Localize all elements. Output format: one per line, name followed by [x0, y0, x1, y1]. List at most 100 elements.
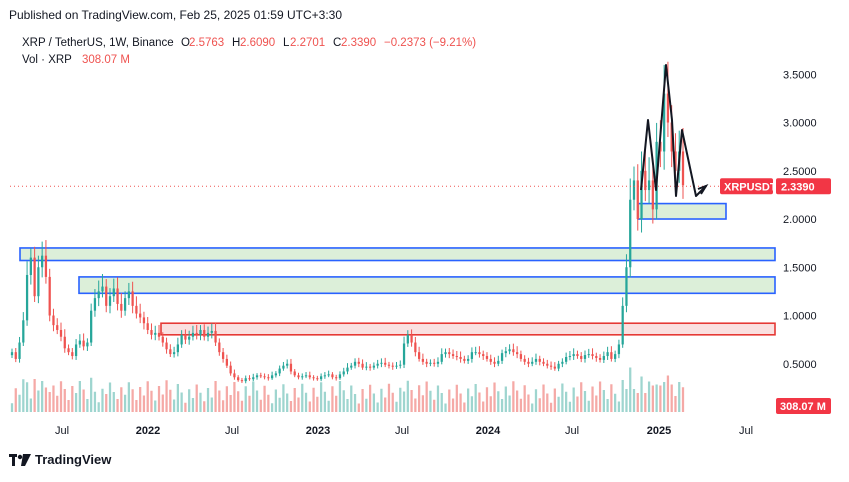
- candle-body[interactable]: [606, 352, 609, 357]
- candle-body[interactable]: [282, 365, 285, 369]
- candle-body[interactable]: [440, 354, 443, 362]
- candle-body[interactable]: [123, 298, 127, 311]
- candle-body[interactable]: [199, 329, 202, 335]
- candle-body[interactable]: [636, 180, 639, 220]
- candle-body[interactable]: [489, 358, 492, 362]
- candle-body[interactable]: [534, 358, 538, 362]
- candle-body[interactable]: [674, 151, 677, 171]
- candle-body[interactable]: [206, 332, 210, 337]
- candle-body[interactable]: [399, 364, 402, 366]
- candle-body[interactable]: [402, 343, 406, 365]
- candle-body[interactable]: [625, 267, 628, 306]
- candle-body[interactable]: [433, 362, 436, 364]
- candle-body[interactable]: [455, 356, 458, 358]
- candle-body[interactable]: [78, 340, 81, 345]
- candle-body[interactable]: [195, 332, 198, 335]
- candle-body[interactable]: [244, 378, 247, 382]
- candle-body[interactable]: [368, 366, 372, 368]
- candle-body[interactable]: [376, 363, 379, 366]
- candle-body[interactable]: [270, 375, 274, 379]
- candle-body[interactable]: [538, 358, 541, 362]
- candle-body[interactable]: [263, 376, 266, 378]
- candle-body[interactable]: [663, 93, 666, 152]
- candle-body[interactable]: [565, 356, 568, 362]
- candle-body[interactable]: [549, 365, 553, 367]
- candle-body[interactable]: [497, 360, 500, 364]
- candle-body[interactable]: [448, 352, 451, 355]
- candle-body[interactable]: [327, 374, 330, 376]
- candle-body[interactable]: [316, 378, 319, 380]
- candle-body[interactable]: [583, 355, 587, 359]
- candle-body[interactable]: [580, 356, 583, 359]
- candle-body[interactable]: [308, 375, 311, 378]
- candle-body[interactable]: [516, 352, 519, 355]
- candle-body[interactable]: [165, 342, 168, 350]
- candle-body[interactable]: [131, 291, 134, 306]
- candle-body[interactable]: [146, 323, 149, 330]
- candle-body[interactable]: [71, 352, 74, 357]
- candle-body[interactable]: [350, 365, 353, 368]
- candle-body[interactable]: [485, 356, 489, 359]
- candle-body[interactable]: [154, 332, 157, 335]
- candle-body[interactable]: [459, 356, 462, 359]
- candle-body[interactable]: [56, 325, 59, 330]
- candle-body[interactable]: [105, 286, 108, 306]
- candle-body[interactable]: [86, 342, 89, 347]
- candle-body[interactable]: [602, 356, 605, 360]
- candle-body[interactable]: [451, 354, 455, 357]
- candle-body[interactable]: [546, 363, 549, 366]
- candle-body[interactable]: [301, 376, 304, 378]
- candle-body[interactable]: [255, 375, 259, 378]
- candle-body[interactable]: [617, 344, 621, 355]
- candle-body[interactable]: [116, 288, 119, 304]
- candle-body[interactable]: [421, 358, 425, 362]
- candle-body[interactable]: [482, 354, 485, 357]
- candle-body[interactable]: [561, 361, 564, 364]
- candle-body[interactable]: [410, 334, 413, 343]
- candle-body[interactable]: [90, 310, 93, 343]
- annotation-zigzag[interactable]: [640, 64, 707, 197]
- candle-body[interactable]: [493, 361, 496, 364]
- candle-body[interactable]: [527, 361, 530, 364]
- candle-body[interactable]: [553, 366, 556, 369]
- candle-body[interactable]: [112, 288, 115, 297]
- candle-body[interactable]: [629, 199, 632, 268]
- candle-body[interactable]: [101, 286, 104, 292]
- candle-body[interactable]: [248, 378, 251, 380]
- candle-body[interactable]: [142, 317, 146, 324]
- candle-body[interactable]: [319, 376, 323, 380]
- support-zone[interactable]: [19, 247, 776, 262]
- candle-body[interactable]: [259, 375, 262, 377]
- candle-body[interactable]: [591, 354, 594, 357]
- candle-body[interactable]: [139, 313, 142, 318]
- candle-body[interactable]: [229, 365, 232, 374]
- candle-body[interactable]: [681, 151, 685, 186]
- candle-body[interactable]: [331, 374, 334, 378]
- candle-body[interactable]: [572, 354, 575, 357]
- candle-body[interactable]: [531, 361, 534, 364]
- candle-body[interactable]: [218, 342, 221, 353]
- candle-body[interactable]: [289, 363, 293, 372]
- candle-body[interactable]: [478, 352, 481, 355]
- candle-body[interactable]: [342, 371, 345, 375]
- candle-body[interactable]: [614, 354, 617, 359]
- candle-body[interactable]: [361, 363, 364, 368]
- candle-body[interactable]: [500, 353, 504, 361]
- candle-body[interactable]: [357, 361, 360, 364]
- candle-body[interactable]: [233, 373, 236, 378]
- candle-body[interactable]: [365, 366, 368, 368]
- candle-body[interactable]: [587, 354, 590, 356]
- candle-body[interactable]: [59, 329, 63, 337]
- candle-body[interactable]: [82, 340, 85, 347]
- candle-body[interactable]: [67, 348, 70, 353]
- candle-body[interactable]: [44, 255, 48, 277]
- price-axis[interactable]: 3.5000 3.0000 2.5000 2.0000 1.5000 1.0000 0.50…: [783, 69, 817, 370]
- candle-body[interactable]: [278, 368, 281, 374]
- candle-body[interactable]: [304, 375, 308, 377]
- candle-body[interactable]: [384, 362, 387, 365]
- candle-body[interactable]: [14, 352, 17, 359]
- candle-body[interactable]: [41, 255, 44, 268]
- candle-body[interactable]: [380, 362, 383, 364]
